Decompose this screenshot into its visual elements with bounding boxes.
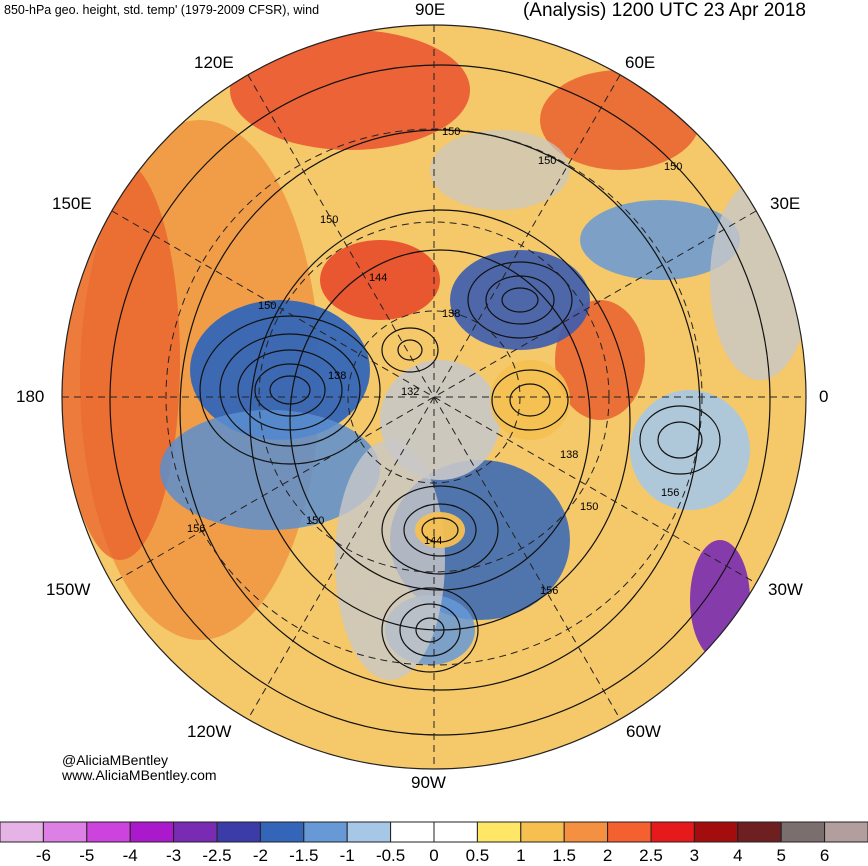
colorbar-swatch xyxy=(86,821,131,843)
contour-label: 132 xyxy=(401,386,419,398)
colorbar-tick-label: 2 xyxy=(602,846,613,865)
colorbar-tick-label: -2.5 xyxy=(202,846,232,865)
colorbar-swatch xyxy=(303,821,348,843)
contour-value-labels: 150 150 150 150 144 138 150 138 132 138 … xyxy=(187,126,682,597)
contour-label: 150 xyxy=(306,515,324,527)
contour-label: 144 xyxy=(424,535,442,547)
contour-label: 150 xyxy=(664,161,682,173)
colorbar-tick-label: 1.5 xyxy=(552,846,576,865)
polar-stereographic-map: 150 150 150 150 144 138 150 138 132 138 … xyxy=(61,24,807,770)
colorbar-swatch xyxy=(520,821,565,843)
contour-label: 138 xyxy=(328,370,346,382)
colorbar-swatch xyxy=(216,821,261,843)
lon-label-120e: 120E xyxy=(194,53,234,72)
lon-label-150e: 150E xyxy=(52,194,92,213)
lon-label-30w: 30W xyxy=(768,580,803,599)
author-website: www.AliciaMBentley.com xyxy=(62,767,217,783)
lon-label-150w: 150W xyxy=(46,580,91,599)
lon-label-60w: 60W xyxy=(626,722,661,741)
colorbar-swatch xyxy=(780,821,826,843)
colorbar-tick-label: -1 xyxy=(339,846,355,865)
lon-label-30e: 30E xyxy=(770,194,801,213)
colorbar-swatch xyxy=(563,821,609,843)
colorbar-swatch xyxy=(476,821,522,843)
colorbar-tick-label: 5 xyxy=(776,846,786,865)
lon-label-0: 0 xyxy=(819,387,829,406)
contour-label: 150 xyxy=(320,214,338,226)
colorbar-swatch xyxy=(346,821,392,843)
temperature-anomaly-colorbar xyxy=(0,821,868,843)
colorbar-swatch xyxy=(650,821,695,843)
colorbar-tick-label: 0 xyxy=(429,846,439,865)
colorbar-swatch xyxy=(259,821,305,843)
contour-label: 150 xyxy=(258,300,276,312)
lon-label-120w: 120W xyxy=(187,722,232,741)
contour-label: 156 xyxy=(187,523,205,535)
contour-label: 150 xyxy=(538,155,556,167)
colorbar-tick-label: 6 xyxy=(819,846,830,865)
lon-label-90e: 90E xyxy=(415,0,446,19)
contour-label: 138 xyxy=(560,449,578,461)
colorbar-swatch xyxy=(0,821,44,843)
contour-label: 138 xyxy=(442,308,460,320)
lat-lon-grid xyxy=(62,25,806,769)
colorbar-tick-label: 4 xyxy=(733,846,743,865)
contour-label: 156 xyxy=(540,585,558,597)
colorbar-tick-label: -4 xyxy=(122,846,138,865)
contour-label: 150 xyxy=(442,126,460,138)
colorbar-swatch xyxy=(42,821,88,843)
map-boundary xyxy=(61,24,807,770)
colorbar-tick-label: -3 xyxy=(166,846,182,865)
contour-label: 150 xyxy=(580,501,598,513)
colorbar-tick-label: 2.5 xyxy=(639,846,663,865)
author-handle: @AliciaMBentley xyxy=(62,752,169,768)
colorbar-tick-label: 1 xyxy=(516,846,526,865)
colorbar-tick-label: -6 xyxy=(35,846,51,865)
colorbar-tick-label: 3 xyxy=(689,846,700,865)
geopotential-height-contours xyxy=(109,64,771,736)
colorbar-swatch xyxy=(737,821,782,843)
colorbar-tick-label: 0.5 xyxy=(465,846,490,865)
map-title: 850-hPa geo. height, std. temp' (1979-20… xyxy=(4,3,320,17)
lon-label-60e: 60E xyxy=(625,53,656,72)
colorbar-swatch xyxy=(433,821,478,843)
contour-label: 156 xyxy=(661,487,679,499)
colorbar-tick-label: -1.5 xyxy=(289,846,319,865)
colorbar-swatch xyxy=(607,821,652,843)
colorbar-tick-label: -2 xyxy=(252,846,268,865)
valid-time-title: (Analysis) 1200 UTC 23 Apr 2018 xyxy=(522,0,806,21)
colorbar-swatch xyxy=(173,821,218,843)
contour-label: 144 xyxy=(369,272,387,284)
colorbar-swatch xyxy=(129,821,175,843)
colorbar-tick-label: -0.5 xyxy=(375,846,406,865)
lon-label-90w: 90W xyxy=(411,773,446,792)
colorbar-swatch xyxy=(824,821,868,843)
lon-label-180: 180 xyxy=(16,387,45,406)
colorbar-swatch xyxy=(390,821,435,843)
colorbar-swatch xyxy=(693,821,739,843)
colorbar-tick-label: -5 xyxy=(79,846,95,865)
